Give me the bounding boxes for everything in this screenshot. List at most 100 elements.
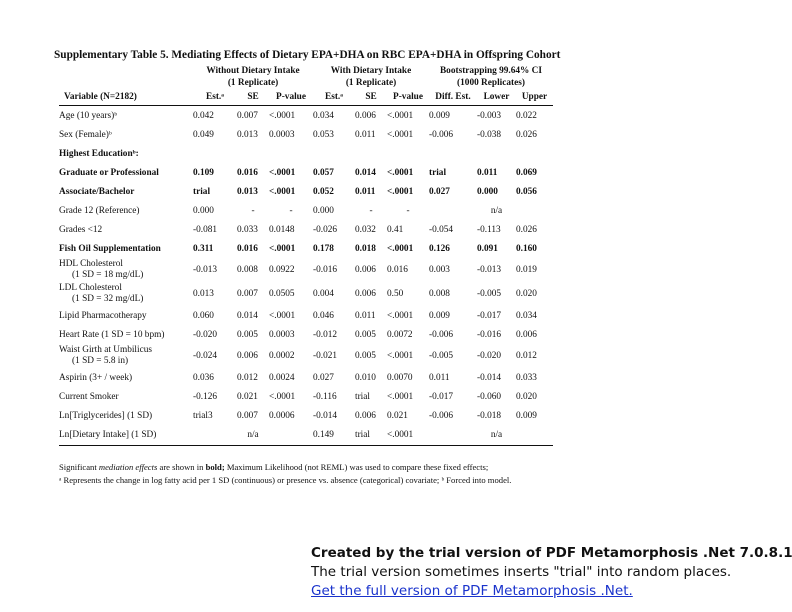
table-row: Current Smoker -0.126 0.021 <.0001 -0.11… [59,387,553,406]
table-cell: -0.013 [193,265,218,275]
table-cell: 0.50 [387,289,404,299]
column-header: P-value [269,89,313,106]
row-label: Grade 12 (Reference) [59,205,140,216]
row-label: HDL Cholesterol (1 SD = 18 mg/dL) [59,258,193,282]
row-label: Current Smoker [59,391,119,402]
row-label-line: LDL Cholesterol [59,283,122,293]
table-cell: 0.149 [313,425,355,446]
table-cell: 0.034 [516,310,537,321]
group-header-row-2: (1 Replicate) (1 Replicate) (1000 Replic… [59,77,553,89]
table-cell: 0.160 [516,243,537,254]
footnote-emphasis: mediation effects [98,462,158,472]
column-header: Lower [477,89,516,106]
table-cell: -0.054 [429,224,454,235]
table-cell: 0.013 [237,186,258,197]
table-cell: 0.006 [237,351,258,361]
table-cell: 0.012 [516,351,537,361]
table-row: Sex (Female)ᵇ 0.049 0.013 0.0003 0.053 0… [59,125,553,144]
table-cell: 0.0505 [269,289,295,299]
column-header: P-value [387,89,429,106]
footnote-bold: bold; [205,462,225,472]
trial-watermark: Created by the trial version of PDF Meta… [311,544,792,601]
column-header: Diff. Est. [429,89,477,106]
group-with-replicates: (1 Replicate) [345,78,397,88]
table-row: Graduate or Professional 0.109 0.016 <.0… [59,163,553,182]
table-cell: 0.008 [237,265,258,275]
table-cell [269,425,313,446]
table-cell: 0.016 [237,243,258,254]
table-row: Aspirin (3+ / week) 0.036 0.012 0.0024 0… [59,368,553,387]
group-header-row-1: Without Dietary Intake With Dietary Inta… [59,65,553,77]
watermark-title: Created by the trial version of PDF Meta… [311,545,792,561]
table-cell: -0.038 [477,129,502,140]
column-header: SE [237,89,269,106]
table-cell: - [251,205,255,216]
table-cell [193,425,237,446]
group-without-replicates: (1 Replicate) [227,78,279,88]
row-label: Sex (Female)ᵇ [59,129,112,140]
table-cell: -0.060 [477,391,502,402]
table-title: Supplementary Table 5. Mediating Effects… [54,49,561,61]
table-cell: 0.011 [429,372,450,383]
group-boot-replicates: (1000 Replicates) [457,78,525,88]
table-cell: 0.000 [313,205,334,216]
watermark-note: The trial version sometimes inserts "tri… [311,564,732,580]
row-label: LDL Cholesterol (1 SD = 32 mg/dL) [59,282,193,306]
table-cell: 0.016 [237,167,258,178]
table-cell: <.0001 [269,391,296,402]
table-cell: -0.016 [477,329,502,340]
table-cell: -0.012 [313,329,338,340]
table-cell: 0.005 [237,329,258,340]
table-row: Associate/Bachelor trial 0.013 <.0001 0.… [59,182,553,201]
table-cell: <.0001 [387,167,414,178]
column-header: SE [355,89,387,106]
row-label: Graduate or Professional [59,167,159,178]
table-cell: 0.033 [237,224,258,235]
table-cell: 0.006 [355,265,376,275]
table-row: Lipid Pharmacotherapy 0.060 0.014 <.0001… [59,306,553,325]
table-cell: n/a [490,205,503,216]
table-cell: 0.027 [313,372,334,383]
table-cell: 0.004 [313,289,334,299]
table-cell: 0.0922 [269,265,295,275]
column-header: Est.ᵃ [313,89,355,106]
watermark-link[interactable]: Get the full version of PDF Metamorphosi… [311,583,633,599]
table-cell: 0.091 [477,243,498,254]
table-row: Highest Educationᵇ: [59,144,553,163]
table-cell: <.0001 [269,310,296,321]
row-label: Associate/Bachelor [59,186,135,197]
table-cell: 0.034 [313,110,334,121]
table-cell: -0.081 [193,224,218,235]
column-header: Est.ᵃ [193,89,237,106]
row-label: Waist Girth at Umbilicus (1 SD = 5.8 in) [59,344,193,368]
row-label: Fish Oil Supplementation [59,243,161,254]
table-row: LDL Cholesterol (1 SD = 32 mg/dL) 0.013 0… [59,282,553,306]
table-row: HDL Cholesterol (1 SD = 18 mg/dL) -0.013 … [59,258,553,282]
table-cell: 0.0072 [387,329,413,340]
footnote-text: are shown in [157,462,206,472]
table-cell: -0.017 [429,391,454,402]
table-cell: 0.021 [237,391,258,402]
table-cell: 0.109 [193,167,214,178]
table-cell: 0.019 [516,265,537,275]
table-cell: 0.013 [193,289,214,299]
footnote-text: Maximum Likelihood (not REML) was used t… [224,462,489,472]
table-cell: 0.008 [429,289,450,299]
table-cell: -0.021 [313,351,338,361]
table-cell: 0.020 [516,391,537,402]
column-header-row: Variable (N=2182) Est.ᵃ SE P-value Est.ᵃ… [59,89,553,106]
table-cell: -0.016 [313,265,338,275]
table-cell: 0.0070 [387,372,413,383]
table-cell: 0.009 [429,310,450,321]
table-cell: 0.41 [387,224,404,235]
table-cell: 0.042 [193,110,214,121]
table-cell [429,425,477,446]
table-cell: 0.011 [355,186,376,197]
table-cell: 0.010 [355,372,376,383]
row-label-sub: (1 SD = 32 mg/dL) [72,294,144,304]
column-header: Upper [516,89,553,106]
table-cell: 0.000 [193,205,214,216]
table-cell: 0.011 [477,167,498,178]
table-cell: 0.007 [237,110,258,121]
